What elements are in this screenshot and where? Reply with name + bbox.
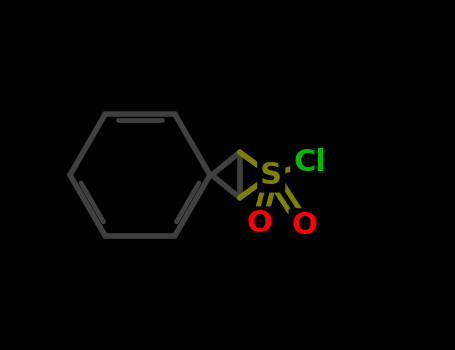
Text: O: O: [292, 211, 318, 240]
Text: Cl: Cl: [293, 148, 326, 177]
Text: S: S: [260, 161, 282, 189]
Text: O: O: [246, 210, 272, 238]
